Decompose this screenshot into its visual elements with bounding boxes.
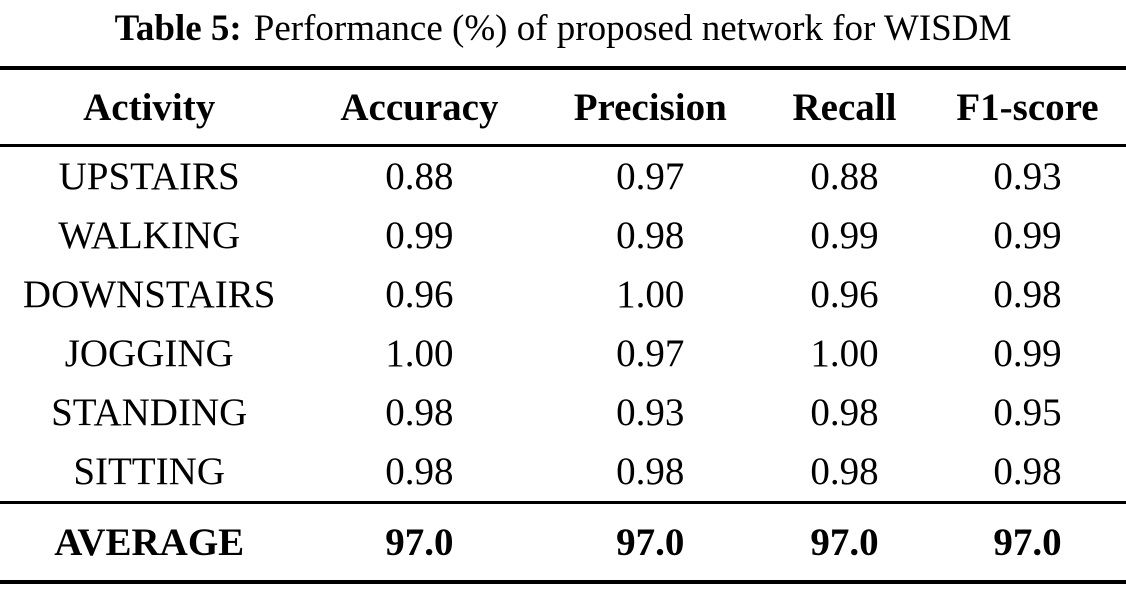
header-cell-f1-score: F1-score	[928, 68, 1126, 147]
table-row: DOWNSTAIRS 0.96 1.00 0.96 0.98	[0, 265, 1126, 324]
activity-cell: JOGGING	[64, 332, 234, 375]
accuracy-cell: 0.98	[385, 391, 454, 434]
recall-cell: 0.98	[810, 391, 879, 434]
average-label-cell: AVERAGE	[54, 520, 245, 564]
activity-cell: DOWNSTAIRS	[22, 273, 276, 316]
recall-cell: 0.99	[810, 214, 879, 257]
f1-score-cell: 0.98	[993, 273, 1062, 316]
f1-score-cell: 0.99	[993, 332, 1062, 375]
table-row: UPSTAIRS 0.88 0.97 0.88 0.93	[0, 146, 1126, 207]
accuracy-cell: 0.99	[385, 214, 454, 257]
table-row: STANDING 0.98 0.93 0.98 0.95	[0, 383, 1126, 442]
f1-score-cell: 0.93	[993, 155, 1062, 198]
average-row: AVERAGE 97.0 97.0 97.0 97.0	[0, 503, 1126, 583]
precision-cell: 0.98	[540, 442, 761, 504]
header-cell-precision: Precision	[540, 68, 761, 147]
header-cell-recall: Recall	[760, 68, 929, 147]
average-precision-cell: 97.0	[616, 520, 685, 564]
precision-cell: 0.97	[616, 155, 685, 198]
accuracy-cell: 0.98	[298, 442, 541, 504]
precision-cell: 0.98	[616, 214, 685, 257]
recall-cell: 0.96	[810, 273, 879, 316]
precision-cell: 1.00	[616, 273, 685, 316]
activity-cell: WALKING	[58, 214, 241, 257]
accuracy-cell: 1.00	[385, 332, 454, 375]
table-row: SITTING 0.98 0.98 0.98 0.98	[0, 442, 1126, 504]
f1-score-cell: 0.99	[993, 214, 1062, 257]
table-caption-text: Performance (%) of proposed network for …	[253, 8, 1012, 49]
table-row: WALKING 0.99 0.98 0.99 0.99	[0, 206, 1126, 265]
activity-cell: UPSTAIRS	[58, 155, 240, 198]
activity-cell: STANDING	[51, 391, 248, 434]
table-caption: Table 5: Performance (%) of proposed netw…	[0, 0, 1126, 63]
activity-cell: SITTING	[0, 442, 299, 504]
header-cell-accuracy: Accuracy	[298, 68, 541, 147]
header-row: Activity Accuracy Precision Recall F1-sc…	[0, 68, 1126, 147]
recall-cell: 0.88	[810, 155, 879, 198]
average-f1-score-cell: 97.0	[993, 520, 1062, 564]
average-accuracy-cell: 97.0	[385, 520, 454, 564]
precision-cell: 0.97	[616, 332, 685, 375]
header-cell-activity: Activity	[0, 68, 299, 147]
table-caption-label: Table 5:	[114, 8, 242, 49]
f1-score-cell: 0.98	[928, 442, 1126, 504]
accuracy-cell: 0.88	[385, 155, 454, 198]
table-row: JOGGING 1.00 0.97 1.00 0.99	[0, 324, 1126, 383]
recall-cell: 0.98	[760, 442, 929, 504]
accuracy-cell: 0.96	[385, 273, 454, 316]
f1-score-cell: 0.95	[993, 391, 1062, 434]
precision-cell: 0.93	[616, 391, 685, 434]
performance-table: Activity Accuracy Precision Recall F1-sc…	[0, 66, 1126, 584]
recall-cell: 1.00	[810, 332, 879, 375]
average-recall-cell: 97.0	[810, 520, 879, 564]
